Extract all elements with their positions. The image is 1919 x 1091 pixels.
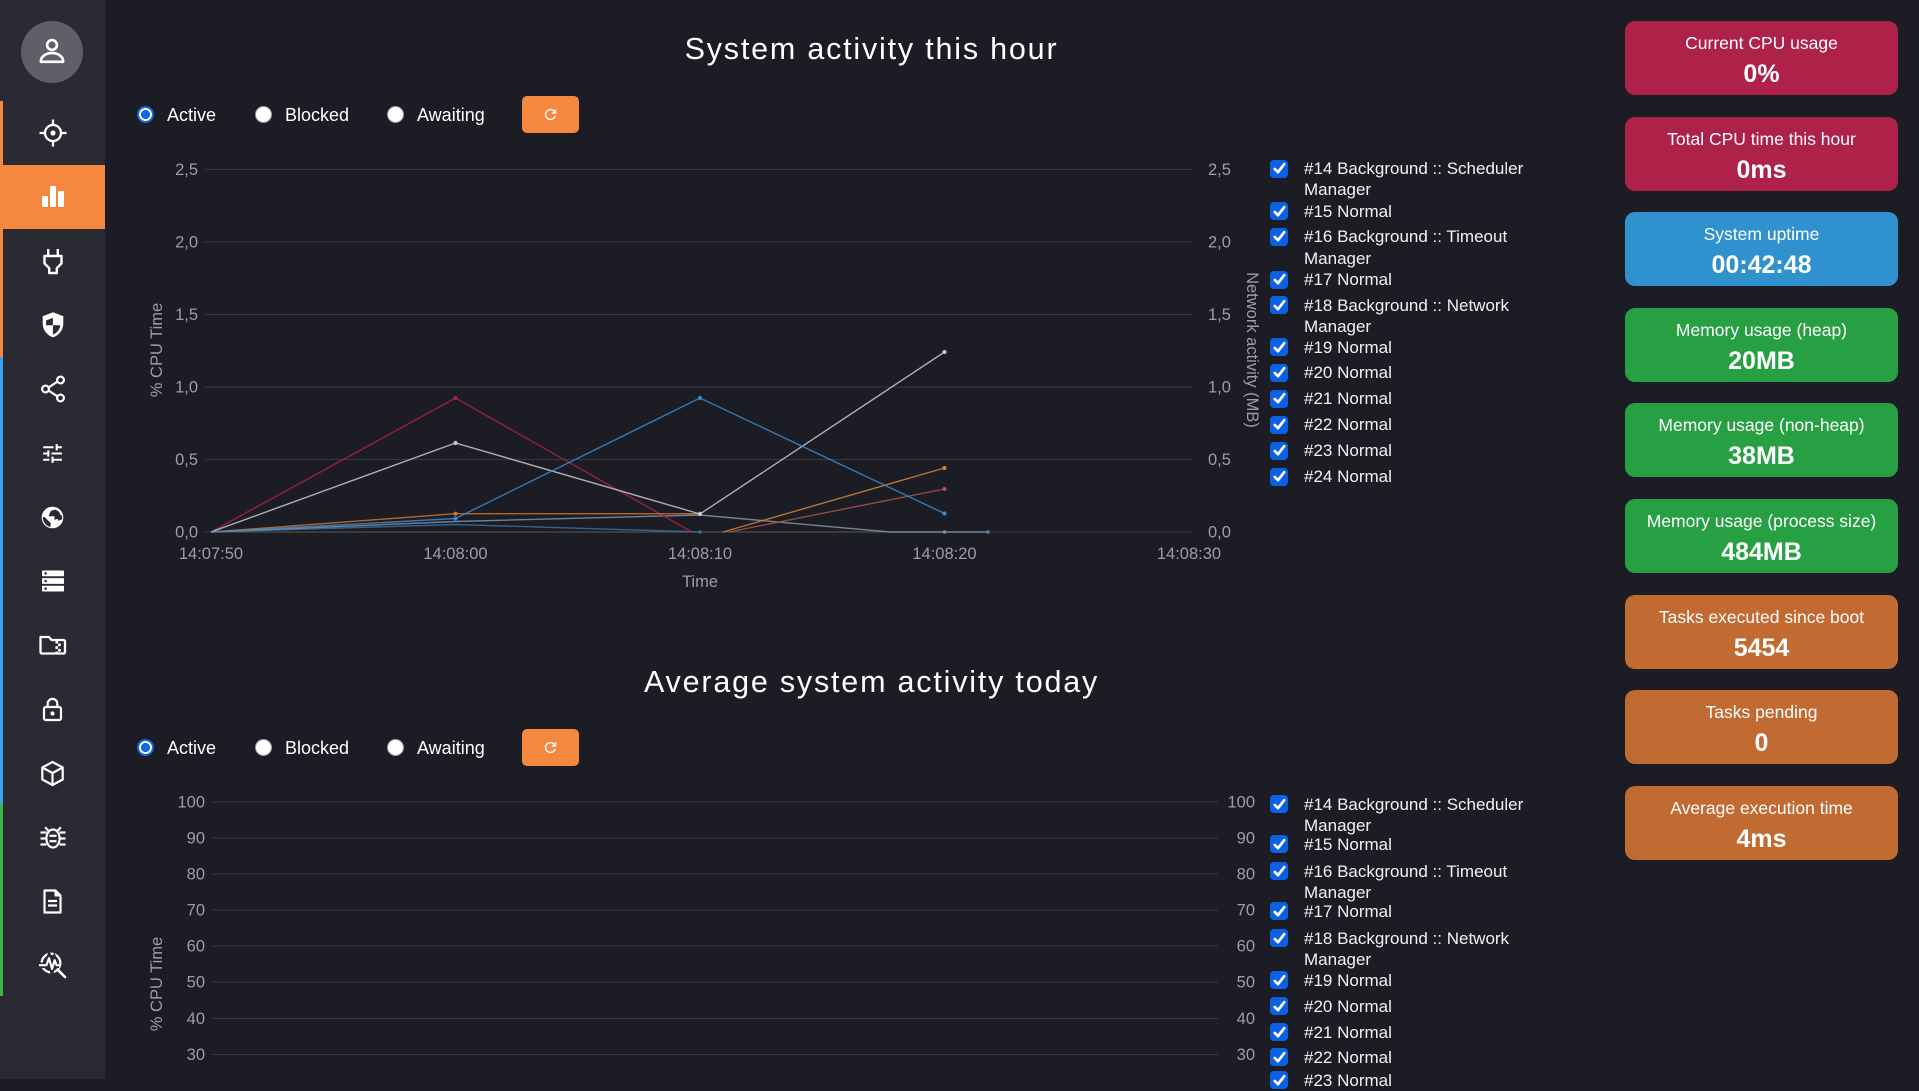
svg-text:% CPU Time: % CPU Time bbox=[148, 303, 166, 397]
svg-text:% CPU Time: % CPU Time bbox=[148, 937, 166, 1031]
svg-text:2,0: 2,0 bbox=[1208, 234, 1231, 252]
svg-text:2,5: 2,5 bbox=[175, 161, 198, 179]
svg-text:80: 80 bbox=[187, 866, 205, 884]
svg-text:Time: Time bbox=[682, 573, 718, 591]
svg-text:40: 40 bbox=[187, 1010, 205, 1028]
svg-text:0,5: 0,5 bbox=[1208, 451, 1231, 469]
svg-text:14:08:20: 14:08:20 bbox=[912, 545, 976, 563]
svg-text:14:08:00: 14:08:00 bbox=[423, 545, 487, 563]
svg-text:50: 50 bbox=[1237, 974, 1255, 992]
svg-text:2,5: 2,5 bbox=[1208, 161, 1231, 179]
svg-text:100: 100 bbox=[177, 794, 205, 812]
svg-text:1,5: 1,5 bbox=[1208, 306, 1231, 324]
svg-text:2,0: 2,0 bbox=[175, 234, 198, 252]
svg-text:70: 70 bbox=[1237, 902, 1255, 920]
svg-text:30: 30 bbox=[187, 1046, 205, 1064]
svg-text:90: 90 bbox=[1237, 830, 1255, 848]
svg-text:90: 90 bbox=[187, 830, 205, 848]
svg-text:Network activity (MB): Network activity (MB) bbox=[1243, 272, 1261, 428]
svg-text:0,0: 0,0 bbox=[175, 524, 198, 542]
svg-text:60: 60 bbox=[1237, 938, 1255, 956]
svg-text:14:08:30: 14:08:30 bbox=[1157, 545, 1221, 563]
svg-text:0,5: 0,5 bbox=[175, 451, 198, 469]
svg-text:80: 80 bbox=[1237, 866, 1255, 884]
svg-text:14:07:50: 14:07:50 bbox=[179, 545, 243, 563]
svg-text:100: 100 bbox=[1227, 794, 1255, 812]
svg-text:14:08:10: 14:08:10 bbox=[668, 545, 732, 563]
svg-text:70: 70 bbox=[187, 902, 205, 920]
svg-text:50: 50 bbox=[187, 974, 205, 992]
svg-text:0,0: 0,0 bbox=[1208, 524, 1231, 542]
svg-text:30: 30 bbox=[1237, 1046, 1255, 1064]
svg-text:60: 60 bbox=[187, 938, 205, 956]
svg-text:1,5: 1,5 bbox=[175, 306, 198, 324]
svg-text:1,0: 1,0 bbox=[175, 379, 198, 397]
svg-text:40: 40 bbox=[1237, 1010, 1255, 1028]
svg-text:1,0: 1,0 bbox=[1208, 379, 1231, 397]
